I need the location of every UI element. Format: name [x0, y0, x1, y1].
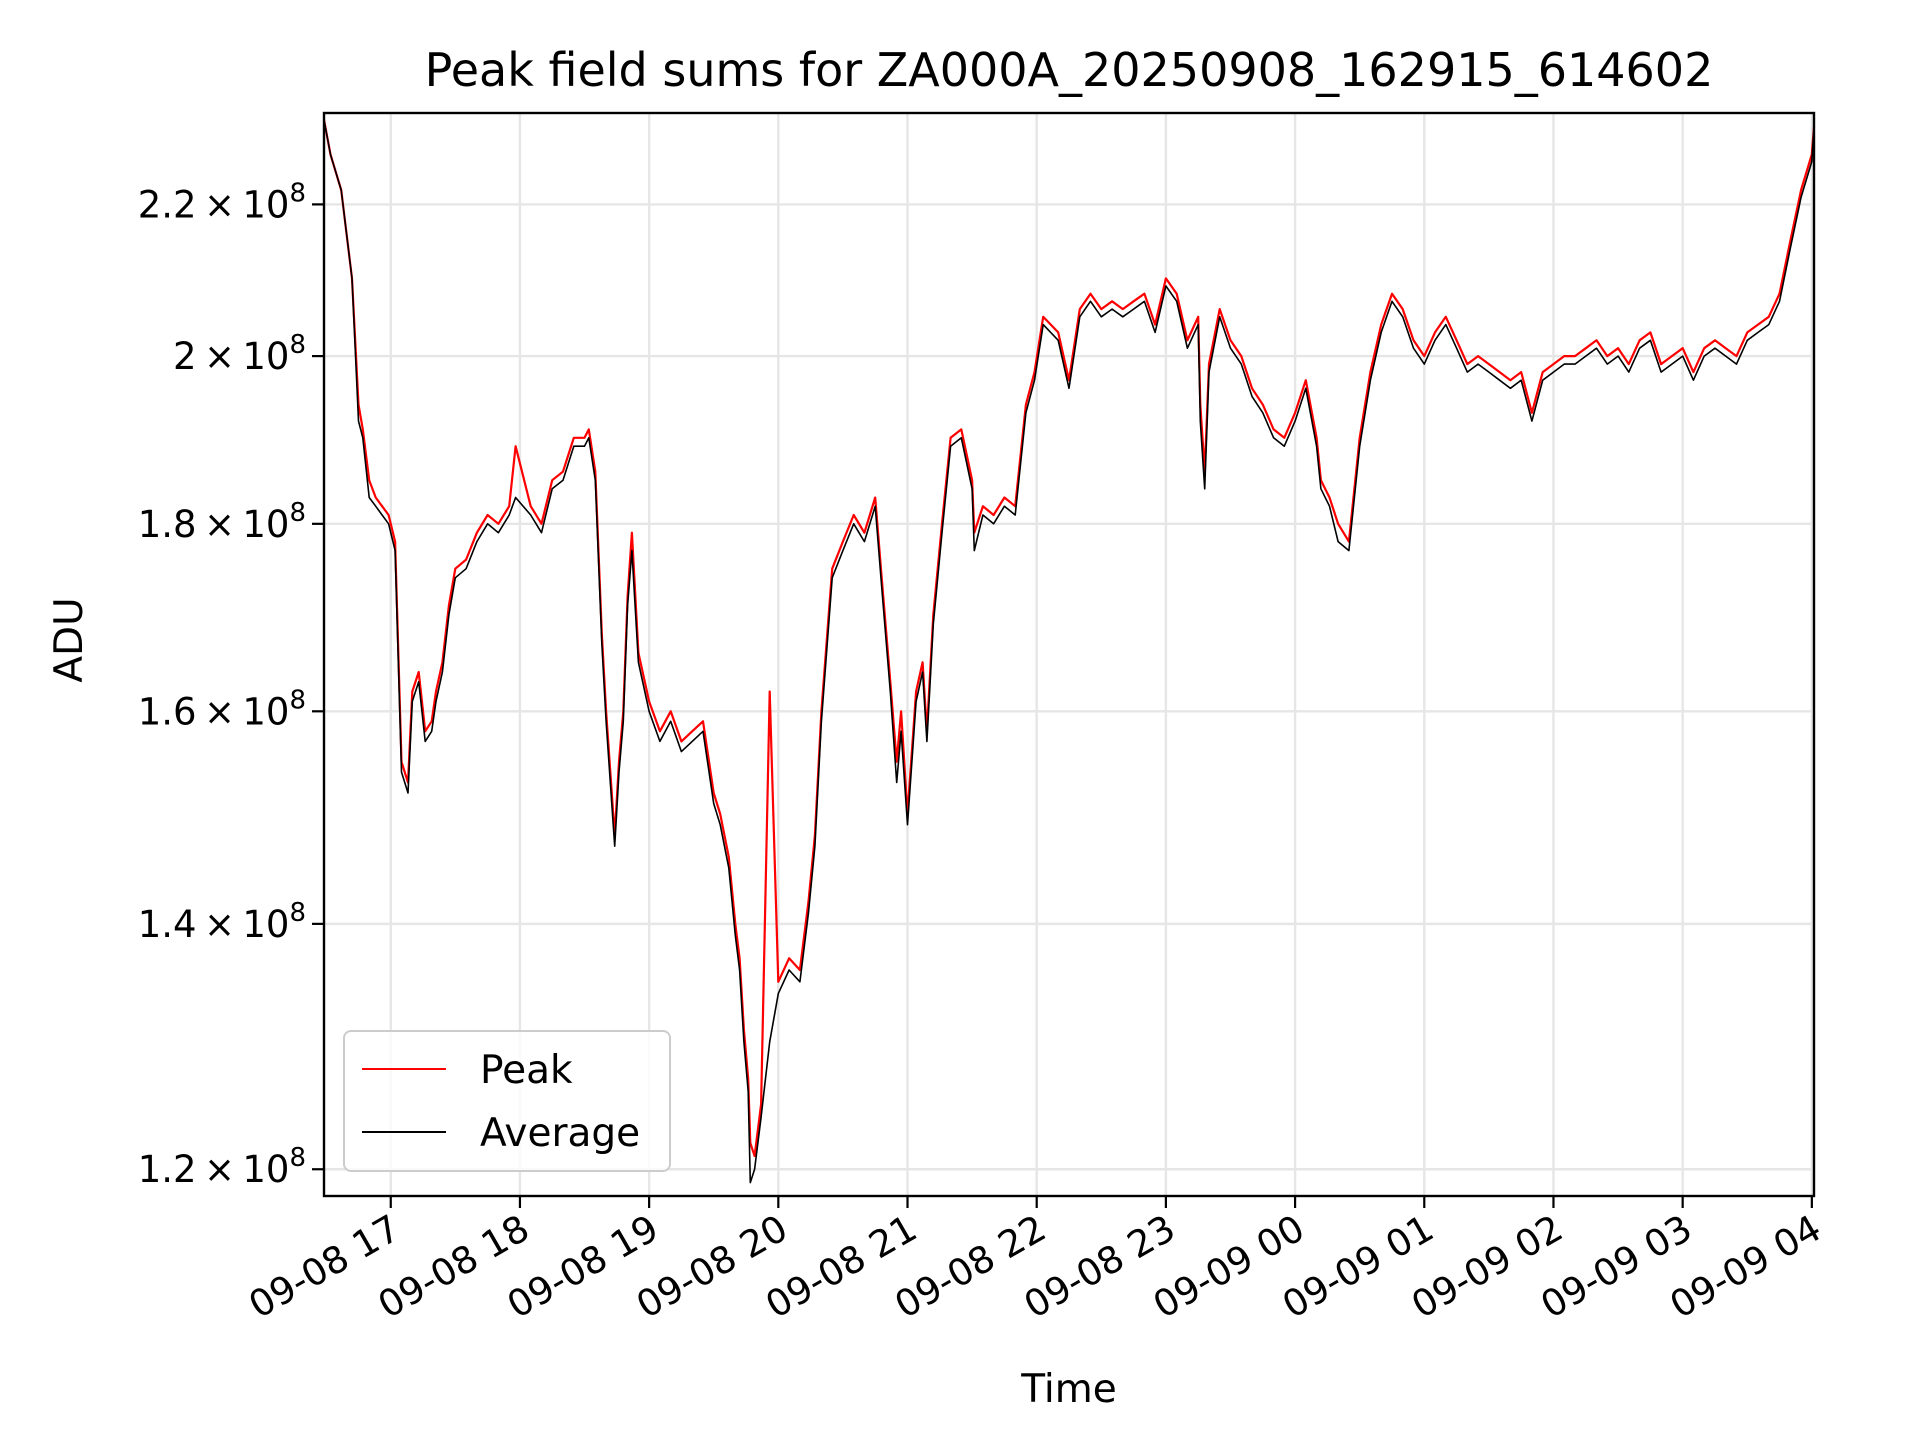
y-tick-mantissa: 1.2	[138, 1148, 197, 1191]
plot-frame	[322, 111, 1816, 1198]
y-tick-exponent: 8	[289, 1143, 306, 1173]
y-axis-label: ADU	[47, 597, 92, 682]
y-tick-times: ×	[197, 903, 243, 946]
y-tick-label: 1.4 × 108	[138, 898, 306, 946]
y-tick-base: 10	[242, 335, 289, 378]
series-line-average	[323, 119, 1815, 1184]
y-tick-base: 10	[242, 503, 289, 546]
y-tick-exponent: 8	[289, 898, 306, 928]
x-axis-label: Time	[1020, 1367, 1116, 1412]
y-tick-exponent: 8	[289, 178, 306, 208]
y-tick-base: 10	[242, 1148, 289, 1191]
y-tick-base: 10	[242, 183, 289, 226]
y-tick-label: 1.8 × 108	[138, 498, 306, 546]
y-tick-times: ×	[197, 183, 243, 226]
y-tick-mantissa: 2.2	[138, 183, 197, 226]
y-tick-label: 2 × 108	[173, 330, 306, 378]
y-tick-times: ×	[197, 503, 243, 546]
legend-box	[343, 1030, 671, 1172]
legend-label-peak: Peak	[480, 1048, 573, 1093]
y-tick-mantissa: 1.8	[138, 503, 197, 546]
legend: Peak Average	[343, 1030, 671, 1172]
y-tick-mantissa: 1.4	[138, 903, 197, 946]
y-tick-exponent: 8	[289, 685, 306, 715]
series-line-peak	[322, 119, 1816, 1158]
legend-label-average: Average	[480, 1111, 640, 1156]
grid	[324, 113, 1814, 1196]
y-tick-mantissa: 2	[173, 335, 197, 378]
y-tick-label: 2.2 × 108	[138, 178, 306, 226]
y-tick-mantissa: 1.6	[138, 690, 197, 733]
y-tick-base: 10	[242, 690, 289, 733]
y-tick-times: ×	[197, 335, 243, 378]
y-tick-times: ×	[197, 690, 243, 733]
y-tick-exponent: 8	[289, 330, 306, 360]
y-tick-times: ×	[197, 1148, 243, 1191]
series-lines	[322, 119, 1816, 1184]
chart-title: Peak field sums for ZA000A_20250908_1629…	[425, 43, 1714, 97]
y-tick-label: 1.6 × 108	[138, 685, 306, 733]
y-tick-exponent: 8	[289, 498, 306, 528]
y-tick-base: 10	[242, 903, 289, 946]
y-tick-label: 1.2 × 108	[138, 1143, 306, 1191]
